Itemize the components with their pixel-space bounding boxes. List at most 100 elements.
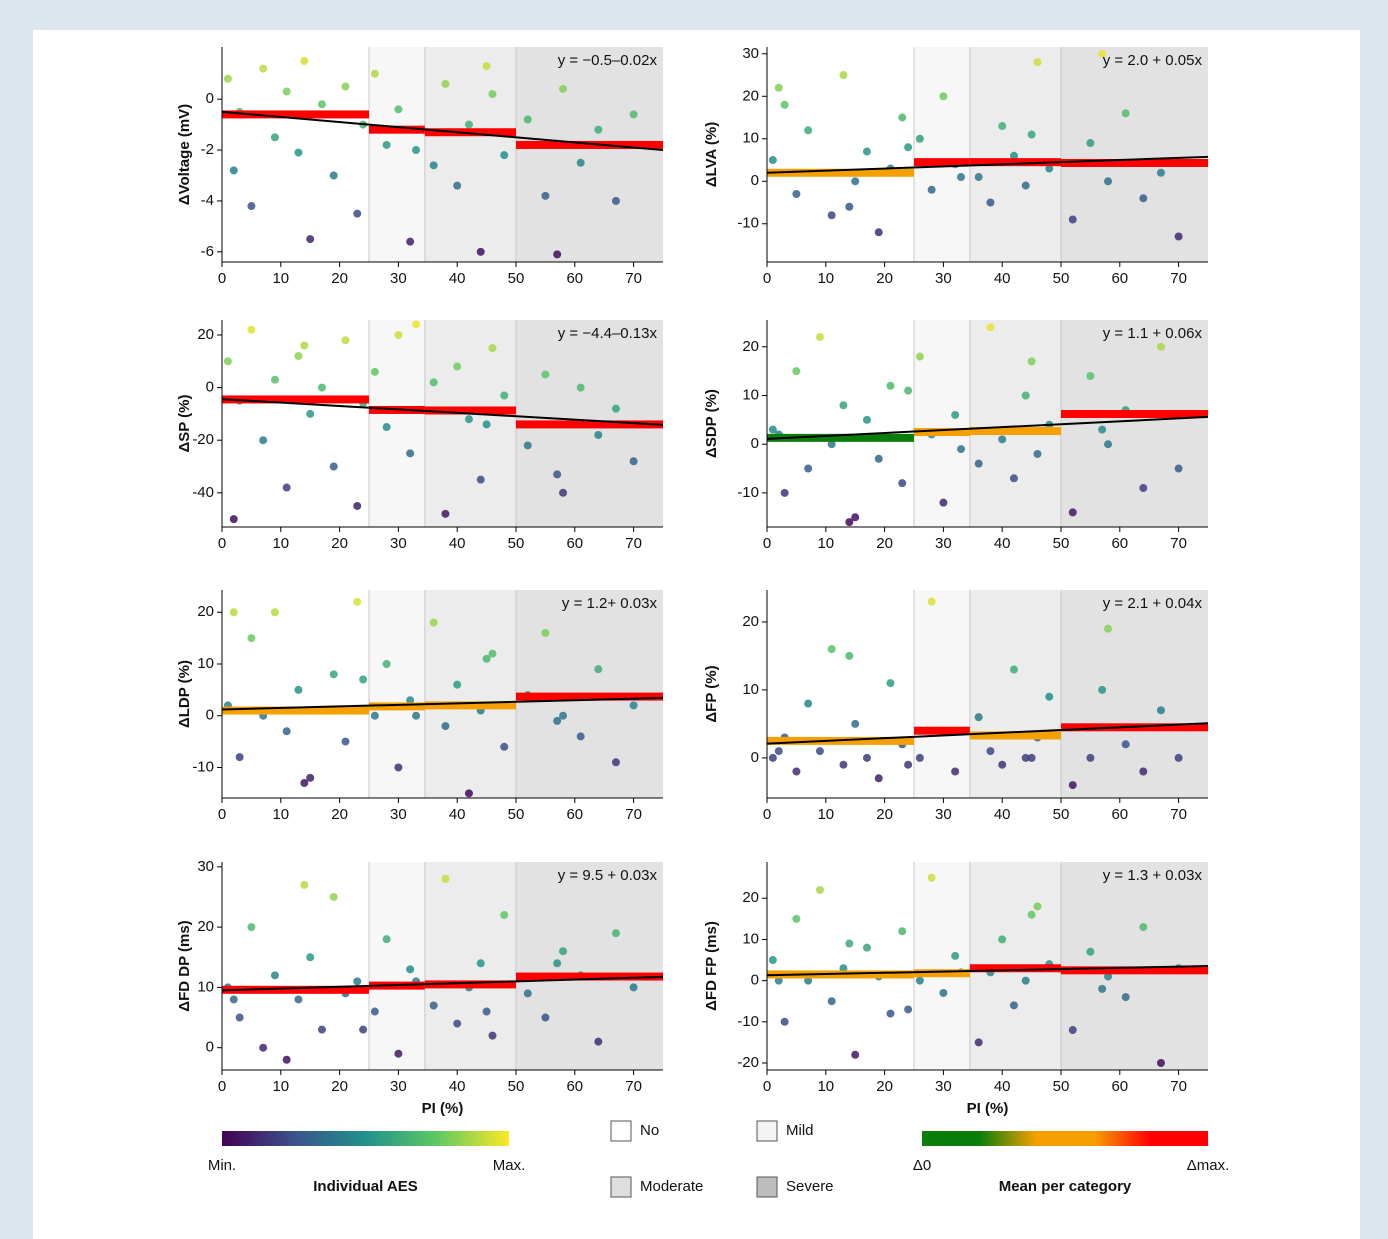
y-tick-label: 20 <box>742 613 759 630</box>
x-tick-label: 10 <box>272 1078 289 1095</box>
data-point <box>382 140 391 149</box>
x-tick-label: 60 <box>1111 806 1128 823</box>
y-tick-label: 20 <box>197 918 214 935</box>
data-point <box>229 166 238 175</box>
data-point <box>839 71 848 80</box>
data-point <box>270 133 279 142</box>
x-tick-label: 60 <box>1111 535 1128 552</box>
y-tick-label: -10 <box>737 1013 759 1030</box>
data-point <box>453 362 462 371</box>
data-point <box>898 479 907 488</box>
severity-band <box>914 862 970 1070</box>
data-point <box>553 250 562 259</box>
data-point <box>259 436 268 445</box>
data-point <box>1156 706 1165 715</box>
data-point <box>488 1031 497 1040</box>
x-tick-label: 0 <box>763 806 771 823</box>
legend-label: Mild <box>786 1122 814 1139</box>
x-tick-label: 20 <box>331 806 348 823</box>
severity-band <box>914 47 970 262</box>
data-point <box>223 74 232 83</box>
data-point <box>488 649 497 658</box>
x-tick-label: 10 <box>272 535 289 552</box>
data-point <box>370 69 379 78</box>
x-tick-label: 60 <box>1111 1078 1128 1095</box>
data-point <box>306 235 315 244</box>
data-point <box>915 976 924 985</box>
data-point <box>441 509 450 518</box>
data-point <box>270 608 279 617</box>
data-point <box>1174 753 1183 762</box>
data-point <box>1086 372 1095 381</box>
data-point <box>482 420 491 429</box>
data-point <box>845 202 854 211</box>
y-tick-label: 0 <box>206 707 214 724</box>
data-point <box>259 64 268 73</box>
category-mean <box>516 692 663 701</box>
data-point <box>488 344 497 353</box>
x-tick-label: 40 <box>449 535 466 552</box>
data-point <box>1027 130 1036 139</box>
x-tick-label: 20 <box>331 270 348 287</box>
plot-area <box>767 323 1208 527</box>
x-tick-label: 10 <box>272 270 289 287</box>
data-point <box>1156 342 1165 351</box>
severity-band <box>222 862 369 1070</box>
data-point <box>1156 1058 1165 1067</box>
data-point <box>851 177 860 186</box>
data-point <box>774 83 783 92</box>
data-point <box>1086 947 1095 956</box>
colorbar-min-label: Min. <box>208 1157 236 1174</box>
data-point <box>1021 181 1030 190</box>
y-tick-label: -10 <box>192 758 214 775</box>
data-point <box>774 976 783 985</box>
y-tick-label: -10 <box>737 215 759 232</box>
severity-band <box>369 862 425 1070</box>
legend-label: Severe <box>786 1178 834 1195</box>
data-point <box>1033 902 1042 911</box>
y-tick-label: 10 <box>742 386 759 403</box>
x-tick-label: 70 <box>625 806 642 823</box>
data-point <box>839 401 848 410</box>
x-tick-label: 30 <box>935 535 952 552</box>
data-point <box>768 753 777 762</box>
data-point <box>1156 168 1165 177</box>
x-tick-label: 40 <box>994 806 1011 823</box>
category-mean <box>222 395 369 404</box>
category-mean <box>1061 158 1208 167</box>
category-mean <box>914 158 970 167</box>
data-point <box>594 665 603 674</box>
data-point <box>886 1009 895 1018</box>
data-point <box>294 352 303 361</box>
data-point <box>559 84 568 93</box>
y-tick-label: 0 <box>751 749 759 766</box>
data-point <box>482 62 491 71</box>
data-point <box>306 409 315 418</box>
plot-area <box>222 597 663 798</box>
legend-label: No <box>640 1122 659 1139</box>
x-tick-label: 0 <box>763 1078 771 1095</box>
y-tick-label: 10 <box>197 978 214 995</box>
y-tick-label: 20 <box>197 603 214 620</box>
data-point <box>559 488 568 497</box>
data-point <box>353 597 362 606</box>
data-point <box>300 778 309 787</box>
data-point <box>792 367 801 376</box>
data-point <box>974 173 983 182</box>
x-tick-label: 20 <box>876 270 893 287</box>
data-point <box>839 760 848 769</box>
data-point <box>429 618 438 627</box>
severity-band <box>424 320 516 527</box>
data-point <box>353 209 362 218</box>
x-tick-label: 30 <box>935 1078 952 1095</box>
fit-equation: y = 2.0 + 0.05x <box>1103 52 1203 69</box>
data-point <box>464 789 473 798</box>
data-point <box>904 386 913 395</box>
fit-equation: y = 1.1 + 0.06x <box>1103 325 1203 342</box>
x-tick-label: 30 <box>935 270 952 287</box>
data-point <box>294 148 303 157</box>
y-tick-label: 0 <box>751 972 759 989</box>
data-point <box>594 430 603 439</box>
fit-equation: y = 1.2+ 0.03x <box>562 595 658 612</box>
severity-band <box>424 862 516 1070</box>
